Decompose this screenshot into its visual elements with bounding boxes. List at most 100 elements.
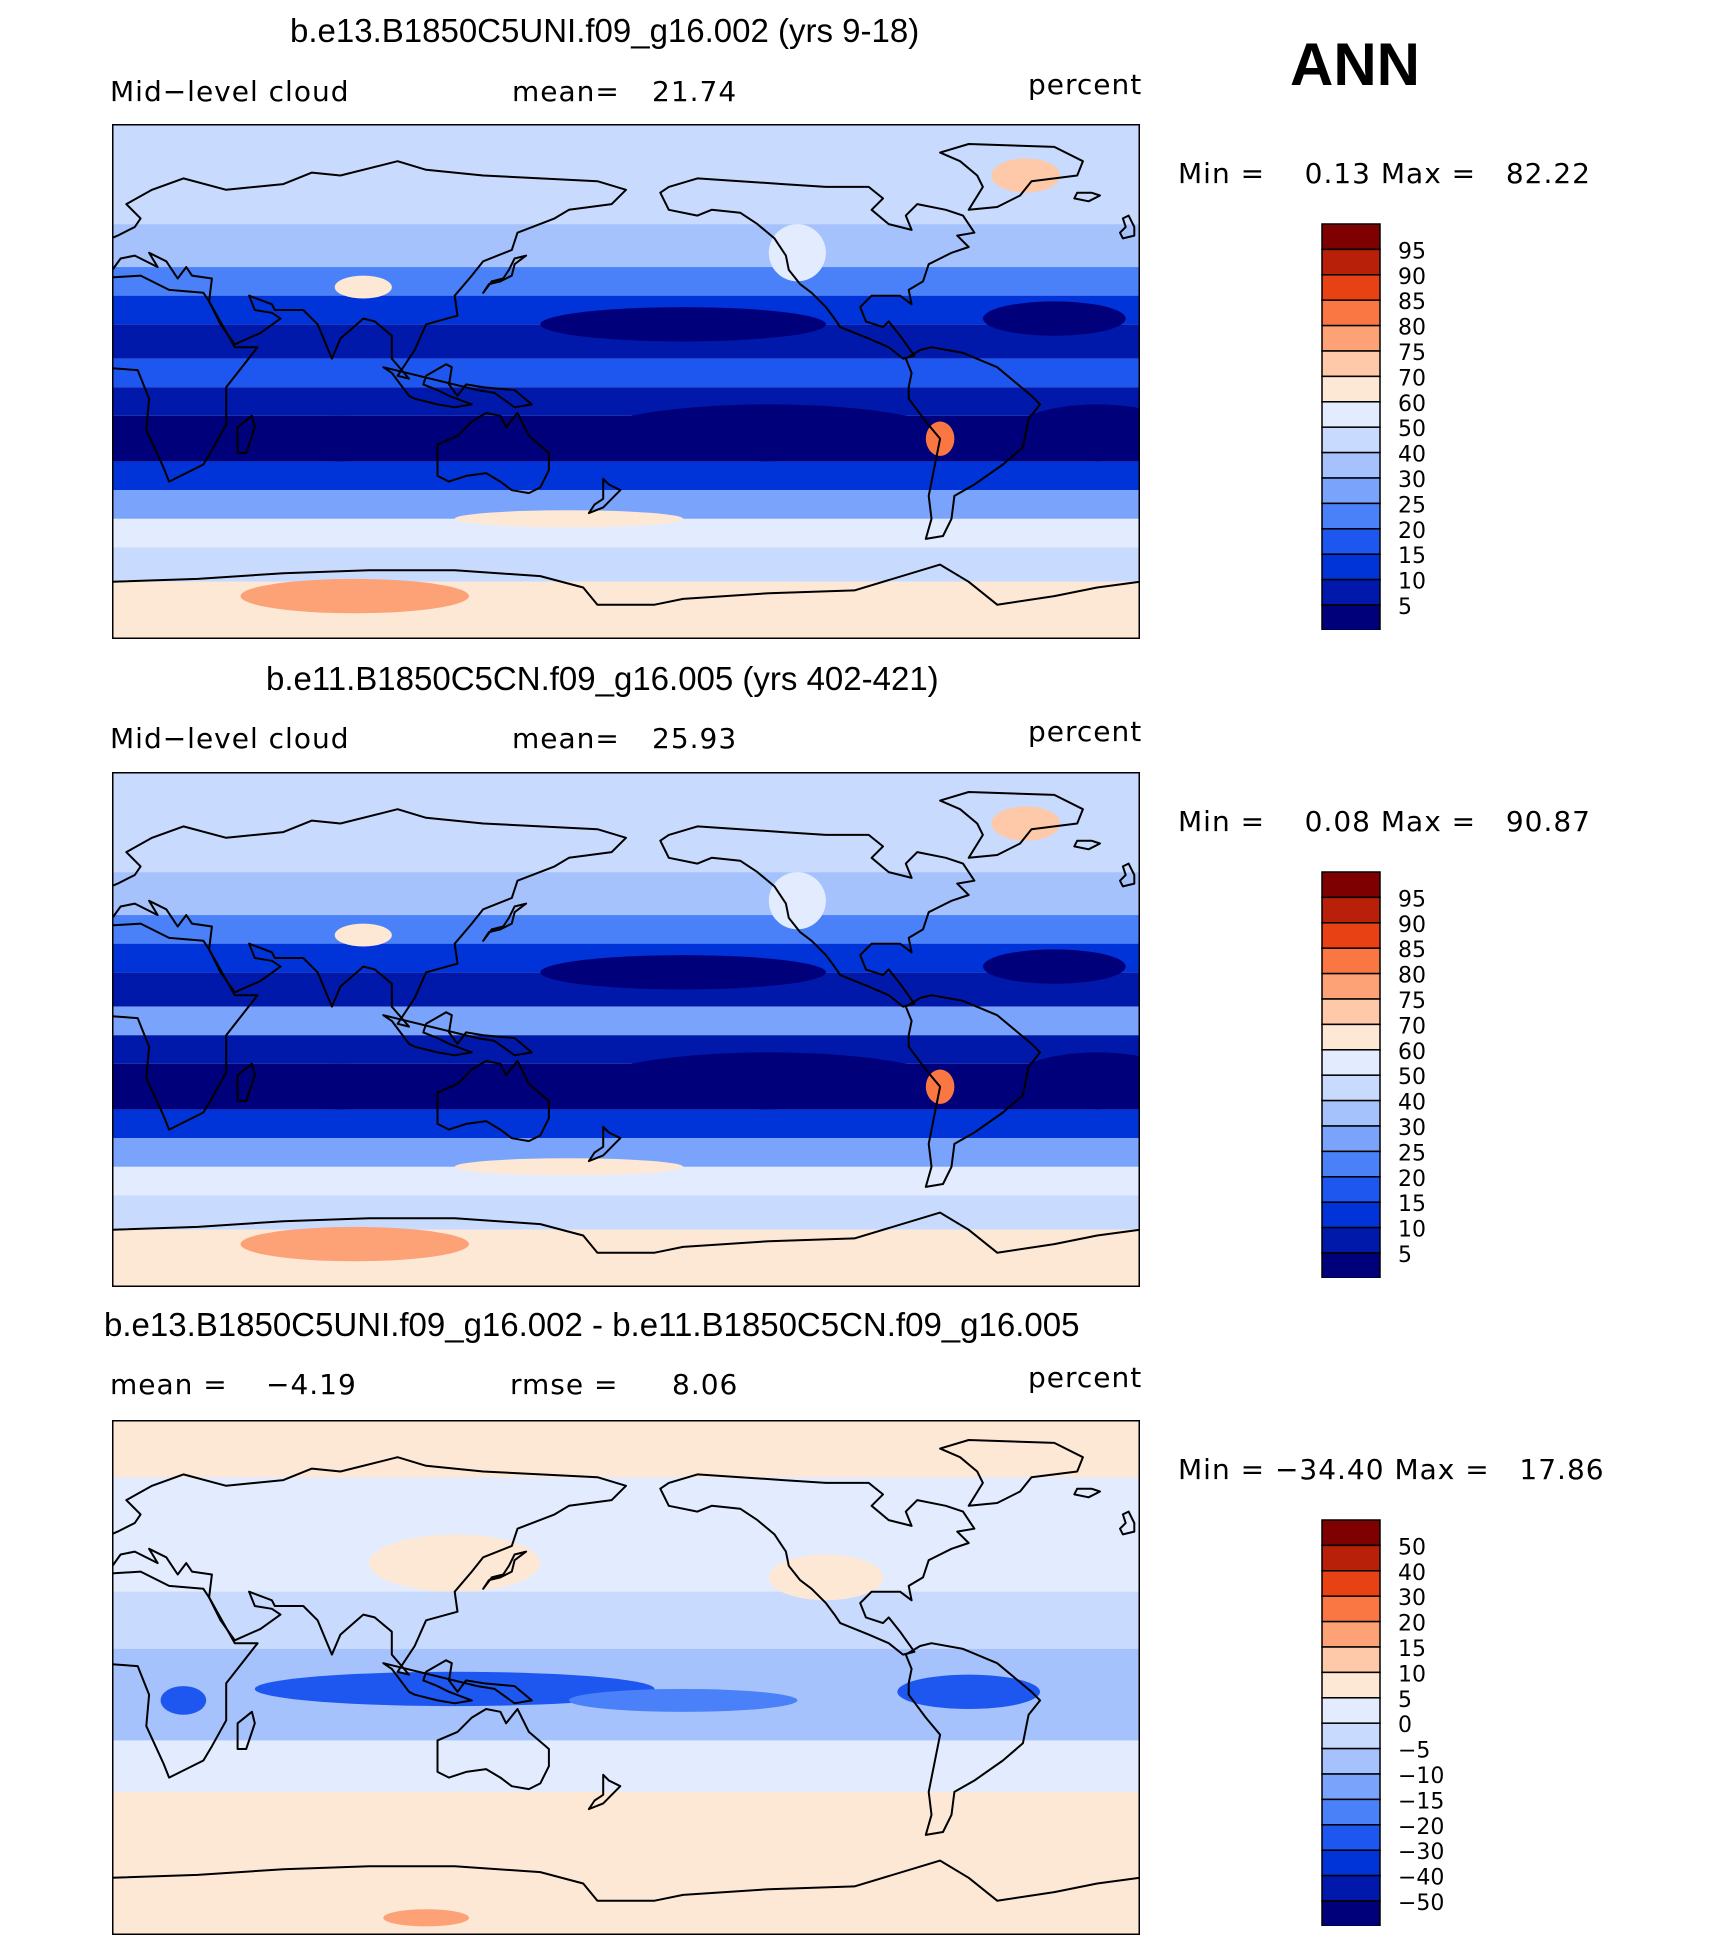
colorbar-3-swatch xyxy=(1321,1722,1381,1750)
colorbar-3-tick-label: −5 xyxy=(1398,1739,1430,1764)
colorbar-3-swatch xyxy=(1321,1595,1381,1623)
colorbar-2-tick-label: 90 xyxy=(1398,913,1426,938)
colorbar-1-swatch xyxy=(1321,223,1381,251)
colorbar-1-swatch xyxy=(1321,553,1381,581)
colorbar-1-tick-label: 85 xyxy=(1398,290,1426,315)
colorbar-3-tick-label: −15 xyxy=(1398,1789,1444,1814)
panel-3-rmse-value: 8.06 xyxy=(672,1368,739,1401)
panel-3-map xyxy=(112,1420,1140,1935)
colorbar-3-tick-label: 15 xyxy=(1398,1637,1426,1662)
colorbar-1-tick-label: 15 xyxy=(1398,544,1426,569)
colorbar-2-swatch xyxy=(1321,896,1381,924)
colorbar-2-swatch xyxy=(1321,947,1381,975)
panel-1-minmax: Min = 0.13 Max = 82.22 xyxy=(1178,157,1591,190)
colorbar-3-swatch xyxy=(1321,1544,1381,1572)
colorbar-1-swatch xyxy=(1321,350,1381,378)
colorbar-2-tick-label: 10 xyxy=(1398,1218,1426,1243)
panel-3-mean-label: mean = xyxy=(110,1368,228,1401)
colorbar-2-swatch xyxy=(1321,1201,1381,1229)
colorbar-1-swatch xyxy=(1321,324,1381,352)
panel-1-units: percent xyxy=(1028,68,1143,101)
colorbar-2-tick-label: 80 xyxy=(1398,964,1426,989)
colorbar-1-swatch xyxy=(1321,274,1381,301)
colorbar-3-swatch xyxy=(1321,1620,1381,1648)
colorbar-1-tick-label: 75 xyxy=(1398,341,1426,366)
colorbar-2-swatch xyxy=(1321,871,1381,899)
colorbar-1-swatch xyxy=(1321,451,1381,479)
panel-2-field-label: Mid−level cloud xyxy=(110,722,350,755)
panel-1-field-label: Mid−level cloud xyxy=(110,75,350,108)
panel-1-mean-label: mean= xyxy=(512,75,620,108)
colorbar-2-swatch xyxy=(1321,1176,1381,1203)
colorbar-1-tick-label: 30 xyxy=(1398,468,1426,493)
colorbar-2-tick-label: 85 xyxy=(1398,938,1426,963)
colorbar-3-tick-label: 0 xyxy=(1398,1713,1412,1738)
colorbar-2-swatch xyxy=(1321,1049,1381,1076)
colorbar-1-swatch xyxy=(1321,578,1381,606)
colorbar-2-tick-label: 20 xyxy=(1398,1167,1426,1192)
colorbar-1-swatch xyxy=(1321,401,1381,428)
colorbar-3-swatch xyxy=(1321,1697,1381,1724)
colorbar-3-tick-label: −20 xyxy=(1398,1815,1444,1840)
colorbar-3-tick-label: 40 xyxy=(1398,1561,1426,1586)
colorbar-3-tick-label: 20 xyxy=(1398,1612,1426,1637)
colorbar-1-tick-label: 95 xyxy=(1398,239,1426,264)
colorbar-2-tick-label: 25 xyxy=(1398,1141,1426,1166)
colorbar-2-tick-label: 15 xyxy=(1398,1192,1426,1217)
colorbar-1-swatch xyxy=(1321,426,1381,454)
colorbar-2-swatch xyxy=(1321,1074,1381,1102)
colorbar-1-swatch xyxy=(1321,528,1381,555)
colorbar-1-tick-label: 10 xyxy=(1398,570,1426,595)
colorbar-1-swatch xyxy=(1321,248,1381,276)
colorbar-3-swatch xyxy=(1321,1849,1381,1877)
colorbar-2-tick-label: 5 xyxy=(1398,1243,1412,1268)
colorbar-2-swatch xyxy=(1321,1099,1381,1127)
colorbar-2-swatch xyxy=(1321,1125,1381,1153)
colorbar-3-swatch xyxy=(1321,1646,1381,1674)
colorbar-1-swatch xyxy=(1321,299,1381,327)
season-label: ANN xyxy=(1290,31,1420,98)
colorbar-1-swatch xyxy=(1321,502,1381,530)
colorbar-2-swatch xyxy=(1321,998,1381,1026)
colorbar-3-swatch xyxy=(1321,1671,1381,1699)
colorbar-2-tick-label: 70 xyxy=(1398,1014,1426,1039)
colorbar-3-tick-label: 30 xyxy=(1398,1586,1426,1611)
colorbar-3-tick-label: −10 xyxy=(1398,1764,1444,1789)
colorbar-2-tick-label: 30 xyxy=(1398,1116,1426,1141)
panel-3-title: b.e13.B1850C5UNI.f09_g16.002 - b.e11.B18… xyxy=(104,1306,1080,1343)
panel-3-mean-value: −4.19 xyxy=(266,1368,357,1401)
colorbar-1-tick-label: 25 xyxy=(1398,493,1426,518)
colorbar-2-tick-label: 50 xyxy=(1398,1065,1426,1090)
colorbar-3-tick-label: 50 xyxy=(1398,1535,1426,1560)
panel-1-map xyxy=(112,124,1140,639)
panel-3-minmax: Min = −34.40 Max = 17.86 xyxy=(1178,1453,1605,1486)
colorbar-3-swatch xyxy=(1321,1519,1381,1547)
colorbar-1-tick-label: 80 xyxy=(1398,316,1426,341)
colorbar-1-tick-label: 90 xyxy=(1398,265,1426,290)
panel-2-title: b.e11.B1850C5CN.f09_g16.005 (yrs 402-421… xyxy=(266,660,939,697)
panel-2-mean-value: 25.93 xyxy=(652,722,738,755)
colorbar-2-swatch xyxy=(1321,1150,1381,1178)
colorbar-3-swatch xyxy=(1321,1900,1381,1926)
panel-1-title: b.e13.B1850C5UNI.f09_g16.002 (yrs 9-18) xyxy=(290,12,920,49)
colorbar-2-swatch xyxy=(1321,922,1381,949)
colorbar-3-swatch xyxy=(1321,1773,1381,1801)
colorbar-1-tick-label: 70 xyxy=(1398,366,1426,391)
colorbar-2-tick-label: 40 xyxy=(1398,1091,1426,1116)
colorbar-3-swatch xyxy=(1321,1798,1381,1826)
colorbar-3-swatch xyxy=(1321,1824,1381,1851)
panel-2-mean-label: mean= xyxy=(512,722,620,755)
colorbar-2-swatch xyxy=(1321,1023,1381,1051)
colorbar-2-tick-label: 75 xyxy=(1398,989,1426,1014)
colorbar-1-swatch xyxy=(1321,477,1381,505)
colorbar-1-tick-label: 60 xyxy=(1398,392,1426,417)
colorbar-3-tick-label: −30 xyxy=(1398,1840,1444,1865)
panel-2-units: percent xyxy=(1028,715,1143,748)
colorbar-1-tick-label: 5 xyxy=(1398,595,1412,620)
colorbar-2-swatch xyxy=(1321,1252,1381,1278)
panel-2-map xyxy=(112,772,1140,1287)
colorbar-2-swatch xyxy=(1321,972,1381,1000)
colorbar-3-swatch xyxy=(1321,1874,1381,1902)
